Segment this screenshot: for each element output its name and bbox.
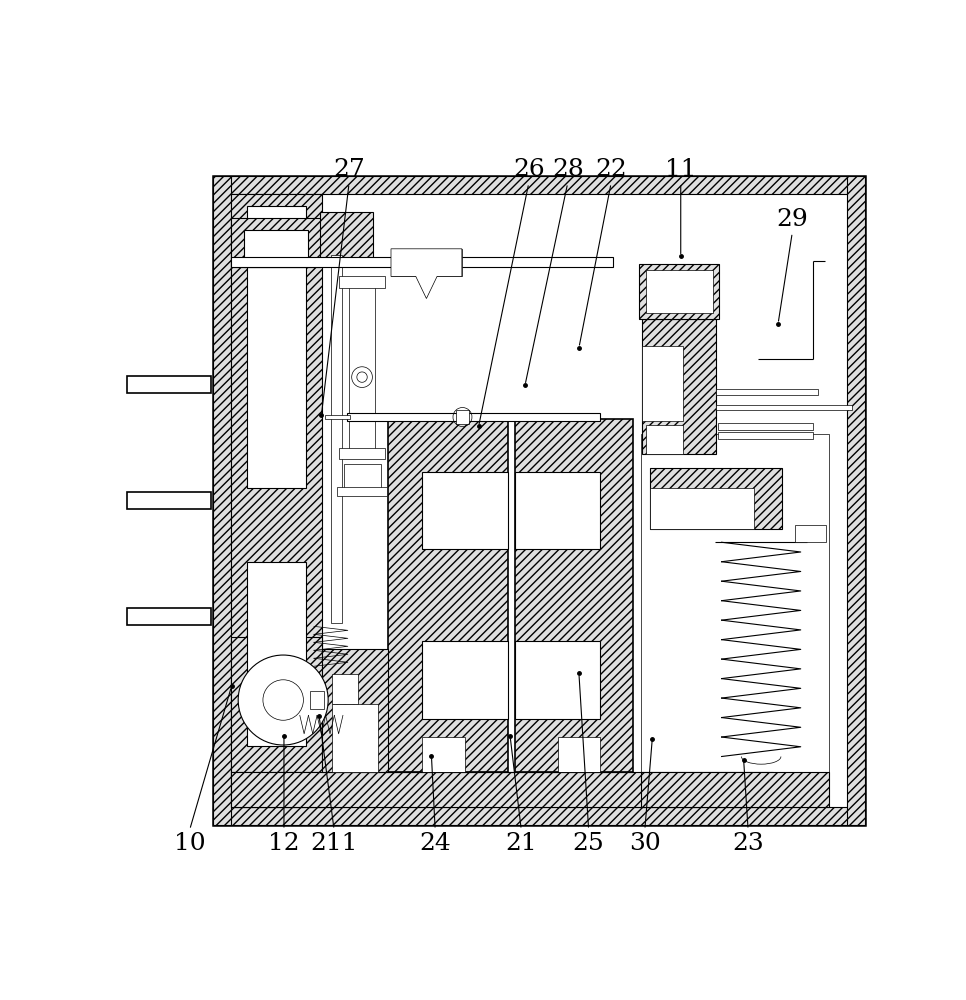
Bar (640, 772, 829, 807)
Bar (320, 212, 373, 258)
Bar (646, 425, 683, 454)
Text: 12: 12 (269, 832, 299, 855)
Bar (645, 270, 713, 313)
Polygon shape (391, 249, 462, 299)
Text: 28: 28 (552, 158, 583, 181)
Bar (349, 283, 375, 454)
Bar (231, 194, 322, 807)
Bar (213, 176, 865, 194)
Text: 10: 10 (174, 832, 206, 855)
Bar (310, 691, 324, 709)
Bar (421, 641, 508, 719)
Text: 21: 21 (505, 832, 537, 855)
Bar (421, 472, 508, 549)
Bar (127, 608, 212, 625)
Bar (640, 434, 829, 772)
Bar (231, 637, 322, 772)
Bar (347, 413, 601, 421)
Bar (332, 674, 358, 704)
Bar (331, 255, 342, 623)
Bar (516, 419, 633, 772)
Circle shape (263, 680, 303, 720)
Bar (339, 276, 385, 288)
Bar (231, 218, 322, 267)
Bar (718, 432, 813, 439)
Bar (516, 472, 600, 549)
Bar (421, 737, 465, 772)
Bar (388, 419, 508, 772)
Text: 211: 211 (310, 832, 357, 855)
Bar (717, 405, 852, 410)
Bar (326, 415, 350, 419)
Bar (332, 704, 378, 772)
Text: 25: 25 (573, 832, 605, 855)
Bar (231, 772, 773, 807)
Circle shape (239, 655, 328, 745)
Bar (213, 176, 865, 825)
Text: 23: 23 (732, 832, 764, 855)
Text: 29: 29 (777, 208, 809, 231)
Bar (231, 257, 612, 267)
Text: 11: 11 (665, 158, 696, 181)
Bar (650, 468, 781, 529)
Bar (247, 206, 305, 488)
Bar (795, 525, 826, 542)
Text: 26: 26 (513, 158, 545, 181)
Bar (339, 448, 385, 459)
Bar (244, 230, 308, 267)
Bar (337, 487, 386, 496)
Bar (127, 492, 212, 509)
Bar (557, 737, 600, 772)
Text: 24: 24 (419, 832, 451, 855)
Bar (642, 319, 717, 454)
Bar (639, 264, 720, 319)
Bar (642, 346, 683, 421)
Text: 22: 22 (595, 158, 627, 181)
Bar (247, 562, 305, 746)
Text: 30: 30 (629, 832, 661, 855)
Bar (213, 807, 865, 825)
Bar (391, 249, 462, 276)
Bar (322, 649, 388, 772)
Bar (650, 488, 753, 529)
Bar (344, 464, 381, 488)
Bar (127, 376, 212, 393)
Text: 27: 27 (333, 158, 365, 181)
Bar (213, 176, 231, 825)
Bar (847, 176, 865, 825)
Bar (516, 641, 600, 719)
Bar (718, 423, 813, 430)
Bar (456, 410, 469, 424)
Bar (717, 389, 818, 395)
